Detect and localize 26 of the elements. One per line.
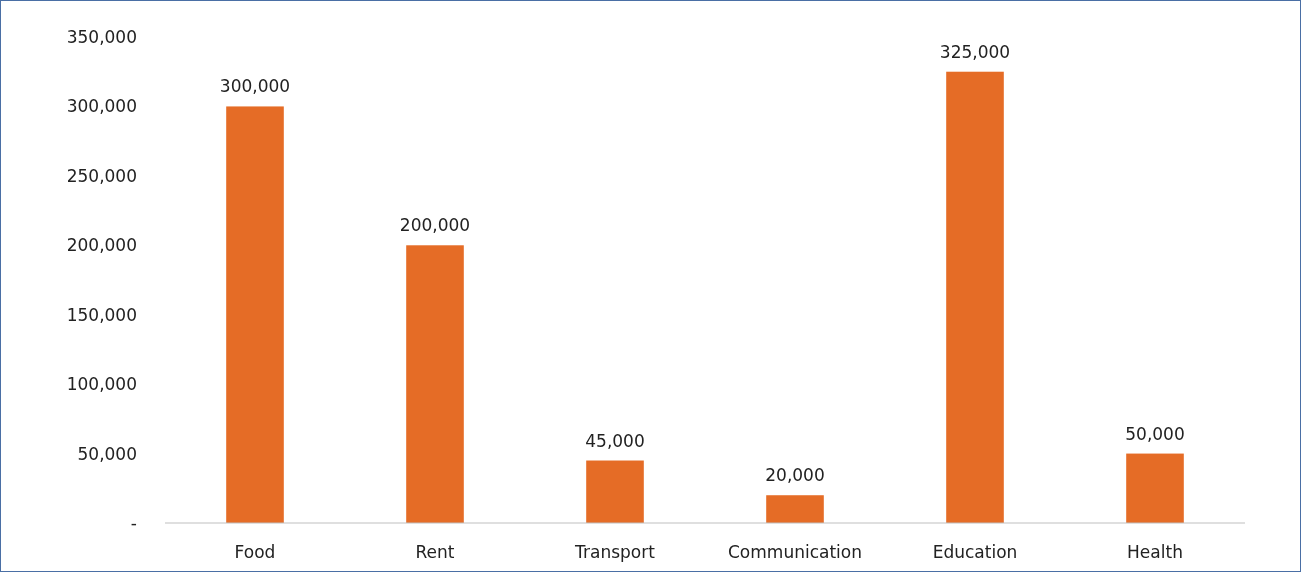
- data-label: 325,000: [939, 41, 1011, 62]
- y-tick-label: 350,000: [66, 26, 137, 47]
- y-tick-label: 100,000: [66, 374, 137, 395]
- bar: [766, 495, 824, 523]
- y-tick-label: 250,000: [66, 165, 137, 186]
- x-tick-label: Rent: [415, 542, 455, 562]
- data-label: 200,000: [399, 215, 471, 236]
- y-tick-label: 50,000: [77, 443, 137, 464]
- bar: [406, 245, 464, 523]
- data-label: 300,000: [219, 76, 291, 97]
- y-tick-label: 150,000: [66, 304, 137, 325]
- data-label: 50,000: [1125, 423, 1185, 444]
- x-tick-label: Education: [932, 542, 1018, 562]
- data-label: 20,000: [765, 465, 825, 486]
- x-tick-label: Health: [1127, 542, 1183, 562]
- x-tick-label: Food: [234, 542, 276, 562]
- bar: [1126, 453, 1184, 523]
- bar: [586, 460, 644, 523]
- y-tick-label: 200,000: [66, 235, 137, 256]
- bar: [226, 106, 284, 523]
- bar: [946, 71, 1004, 523]
- y-tick-label: -: [130, 512, 137, 533]
- data-label: 45,000: [585, 430, 645, 451]
- x-tick-label: Transport: [574, 542, 656, 562]
- y-tick-label: 300,000: [66, 96, 137, 117]
- x-tick-label: Communication: [728, 542, 862, 562]
